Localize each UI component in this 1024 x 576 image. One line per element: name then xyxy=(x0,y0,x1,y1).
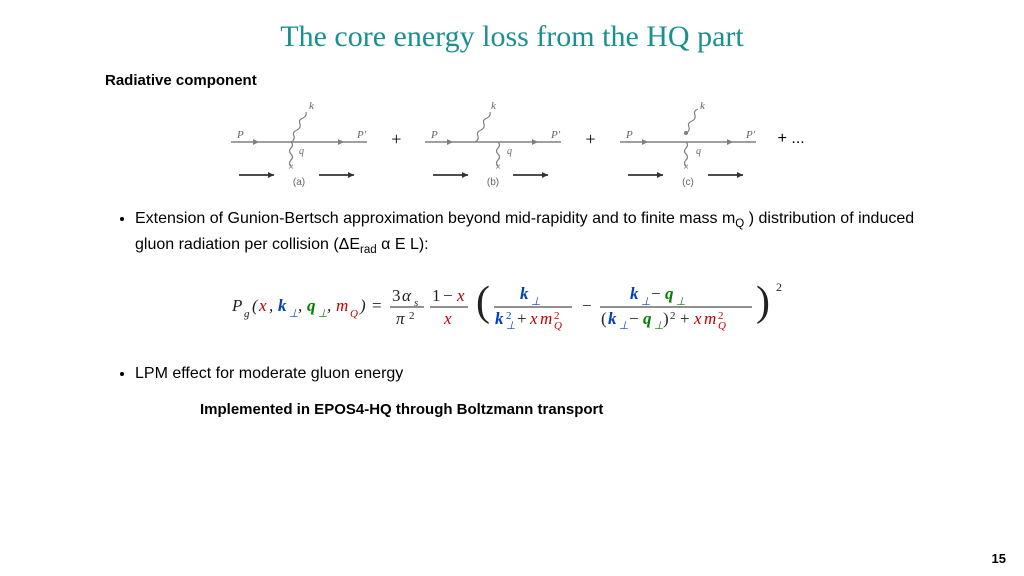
section-heading: Radiative component xyxy=(105,72,974,89)
formula-block: P g ( x , k ⊥ , q ⊥ , m Q ) = 3 α s π xyxy=(50,277,974,340)
svg-text:q: q xyxy=(696,146,701,157)
svg-text:×: × xyxy=(683,162,689,173)
svg-text:x: x xyxy=(456,286,465,305)
diagram-label-pprime: P′ xyxy=(356,129,367,141)
diagram-label-q: q xyxy=(299,146,304,157)
diagram-connector: + xyxy=(391,129,401,150)
svg-text:⊥: ⊥ xyxy=(619,320,629,332)
svg-text:,: , xyxy=(269,296,273,315)
svg-text:(c): (c) xyxy=(682,177,694,187)
svg-text:k: k xyxy=(495,309,504,328)
svg-text:(b): (b) xyxy=(487,177,499,187)
svg-text:2: 2 xyxy=(776,280,782,294)
svg-text:P: P xyxy=(625,129,633,141)
svg-text:P: P xyxy=(430,129,438,141)
implemented-note: Implemented in EPOS4-HQ through Boltzman… xyxy=(200,401,974,418)
svg-text:×: × xyxy=(496,162,502,173)
page-title: The core energy loss from the HQ part xyxy=(50,20,974,54)
svg-text:P′: P′ xyxy=(550,129,561,141)
feynman-diagram-b: × k P P′ q (b) xyxy=(413,97,573,187)
svg-text:m: m xyxy=(704,309,716,328)
svg-text:k: k xyxy=(520,284,529,303)
svg-text:+: + xyxy=(680,309,690,328)
bullet-list-2: LPM effect for moderate gluon energy xyxy=(135,362,934,385)
svg-text:α: α xyxy=(402,286,412,305)
diagram-label-k: k xyxy=(309,100,315,112)
bullet-item-1: Extension of Gunion-Bertsch approximatio… xyxy=(135,207,934,259)
svg-text:(: ( xyxy=(601,309,607,328)
svg-text:2: 2 xyxy=(409,310,415,322)
diagram-connector: + xyxy=(585,129,595,150)
svg-text:m: m xyxy=(336,296,348,315)
svg-text:k: k xyxy=(608,309,617,328)
svg-text:P: P xyxy=(232,296,242,315)
svg-text:k: k xyxy=(700,100,706,112)
diagram-label-p: P xyxy=(236,129,244,141)
svg-text:): ) xyxy=(756,279,770,325)
svg-text:q: q xyxy=(507,146,512,157)
svg-text:×: × xyxy=(288,162,294,173)
svg-text:2: 2 xyxy=(670,310,676,322)
svg-text:⊥: ⊥ xyxy=(506,320,516,332)
svg-text:(: ( xyxy=(252,296,259,315)
feynman-diagram-a: × k P P′ q (a) xyxy=(219,97,379,187)
svg-text:+: + xyxy=(517,309,527,328)
svg-text:⊥: ⊥ xyxy=(676,296,686,308)
svg-text:q: q xyxy=(665,284,674,303)
svg-text:k: k xyxy=(630,284,639,303)
page-number: 15 xyxy=(992,551,1006,566)
bullet-item-2: LPM effect for moderate gluon energy xyxy=(135,362,934,385)
svg-text:Q: Q xyxy=(350,308,358,320)
svg-text:P′: P′ xyxy=(745,129,756,141)
svg-text:g: g xyxy=(244,308,250,320)
svg-text:1: 1 xyxy=(432,286,441,305)
formula-svg: P g ( x , k ⊥ , q ⊥ , m Q ) = 3 α s π xyxy=(232,277,792,335)
svg-text:): ) xyxy=(359,296,366,315)
feynman-diagram-c: × k P P′ q (c) xyxy=(608,97,768,187)
svg-text:⊥: ⊥ xyxy=(531,296,541,308)
svg-text:,: , xyxy=(298,296,302,315)
svg-text:,: , xyxy=(327,296,331,315)
svg-text:k: k xyxy=(278,296,287,315)
svg-text:): ) xyxy=(663,309,669,328)
svg-text:x: x xyxy=(529,309,538,328)
svg-text:−: − xyxy=(582,296,592,315)
svg-text:⊥: ⊥ xyxy=(641,296,651,308)
svg-text:=: = xyxy=(372,296,382,315)
svg-text:x: x xyxy=(443,309,452,328)
svg-text:q: q xyxy=(643,309,652,328)
svg-text:x: x xyxy=(258,296,267,315)
svg-text:−: − xyxy=(443,286,453,305)
bullet-list: Extension of Gunion-Bertsch approximatio… xyxy=(135,207,934,259)
svg-text:−: − xyxy=(629,309,639,328)
svg-text:m: m xyxy=(540,309,552,328)
svg-text:q: q xyxy=(307,296,316,315)
svg-text:−: − xyxy=(651,284,661,303)
svg-text:x: x xyxy=(693,309,702,328)
svg-text:(: ( xyxy=(476,279,490,325)
svg-text:Q: Q xyxy=(718,320,726,332)
svg-text:Q: Q xyxy=(554,320,562,332)
diagram-sublabel: (a) xyxy=(293,177,305,187)
svg-text:k: k xyxy=(491,100,497,112)
feynman-diagrams-row: × k P P′ q (a) + × k xyxy=(50,97,974,187)
diagram-ellipsis: + ... xyxy=(778,130,805,148)
svg-text:π: π xyxy=(396,309,405,328)
svg-text:3: 3 xyxy=(392,286,401,305)
